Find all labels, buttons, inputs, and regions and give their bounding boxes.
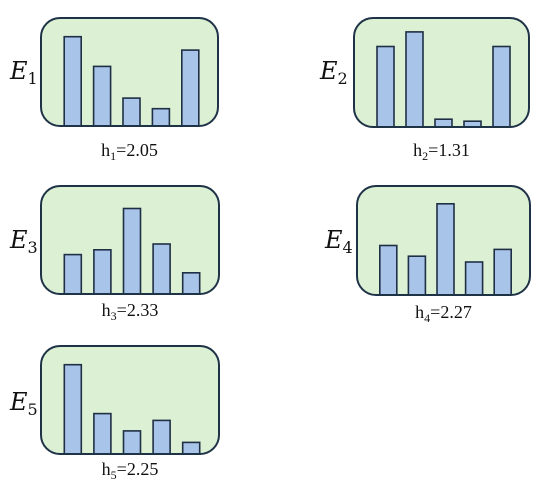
bar-1-4 — [151, 107, 171, 125]
bar-2-3 — [434, 118, 453, 126]
bar-2-5 — [492, 45, 511, 126]
bar-3-5 — [181, 272, 201, 293]
bar-chart-3 — [63, 207, 201, 293]
bar-2-4 — [463, 120, 482, 126]
entropy-label-2: h2=1.31 — [413, 140, 470, 163]
entropy-label-1: h1=2.05 — [101, 140, 158, 163]
ensemble-box-1 — [40, 17, 219, 127]
bar-4-1 — [378, 244, 398, 294]
bar-5-3 — [122, 430, 142, 453]
bar-4-3 — [436, 202, 455, 294]
bar-1-3 — [122, 97, 141, 125]
bar-5-2 — [93, 412, 112, 453]
bar-chart-4 — [378, 202, 512, 294]
ensemble-box-2 — [353, 17, 530, 128]
ensemble-box-3 — [40, 185, 220, 295]
bar-2-2 — [405, 31, 424, 126]
entropy-label-5: h5=2.25 — [101, 459, 159, 482]
bar-chart-5 — [63, 363, 201, 453]
bar-3-1 — [63, 253, 83, 293]
bar-5-5 — [181, 441, 201, 453]
bar-2-1 — [376, 45, 395, 126]
ensemble-label-2: E2 — [320, 57, 348, 88]
ensemble-box-4 — [356, 185, 531, 296]
ensemble-label-4: E4 — [325, 226, 353, 257]
bar-3-3 — [122, 207, 142, 293]
bar-4-2 — [407, 255, 427, 294]
bar-1-1 — [63, 35, 83, 125]
bar-5-4 — [152, 419, 171, 453]
bar-4-4 — [464, 261, 484, 294]
bar-chart-1 — [63, 35, 200, 125]
bar-1-2 — [92, 65, 112, 125]
bar-chart-2 — [376, 31, 511, 126]
ensemble-label-5: E5 — [10, 388, 38, 419]
bar-3-4 — [152, 243, 171, 293]
bar-1-5 — [181, 49, 200, 125]
entropy-label-3: h3=2.33 — [101, 300, 159, 323]
bar-5-1 — [63, 363, 83, 453]
ensemble-label-3: E3 — [10, 226, 38, 257]
ensemble-box-5 — [40, 345, 220, 455]
ensemble-label-1: E1 — [10, 57, 38, 88]
bar-3-2 — [93, 248, 112, 293]
entropy-label-4: h4=2.27 — [415, 302, 472, 325]
bar-4-5 — [493, 248, 512, 294]
